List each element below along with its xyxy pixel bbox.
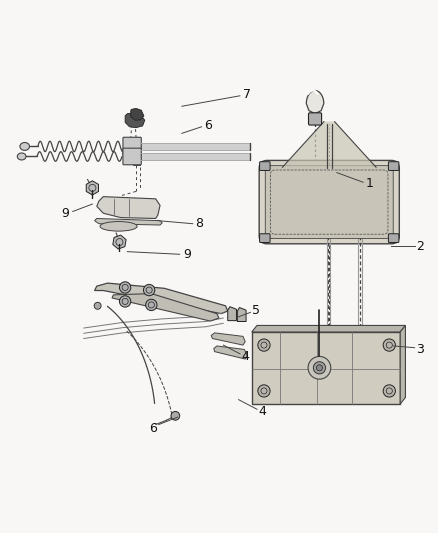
Circle shape bbox=[308, 357, 331, 379]
Circle shape bbox=[258, 339, 270, 351]
Polygon shape bbox=[131, 108, 144, 120]
Ellipse shape bbox=[17, 153, 26, 160]
Polygon shape bbox=[306, 91, 324, 114]
FancyBboxPatch shape bbox=[308, 113, 321, 125]
Polygon shape bbox=[228, 306, 237, 321]
Circle shape bbox=[171, 411, 180, 420]
Polygon shape bbox=[125, 113, 145, 128]
Polygon shape bbox=[95, 283, 228, 313]
Polygon shape bbox=[86, 181, 99, 195]
Circle shape bbox=[313, 362, 325, 374]
Text: 7: 7 bbox=[244, 87, 251, 101]
Polygon shape bbox=[283, 122, 376, 167]
Circle shape bbox=[258, 385, 270, 397]
Circle shape bbox=[94, 302, 101, 309]
FancyBboxPatch shape bbox=[389, 161, 399, 171]
FancyBboxPatch shape bbox=[389, 234, 399, 243]
Polygon shape bbox=[237, 308, 246, 321]
Polygon shape bbox=[133, 137, 140, 165]
Polygon shape bbox=[141, 153, 250, 160]
Polygon shape bbox=[95, 219, 162, 225]
Polygon shape bbox=[252, 332, 400, 404]
Polygon shape bbox=[141, 142, 250, 150]
Polygon shape bbox=[211, 333, 245, 345]
FancyBboxPatch shape bbox=[265, 166, 393, 239]
Polygon shape bbox=[113, 235, 126, 249]
Ellipse shape bbox=[100, 222, 137, 231]
Circle shape bbox=[383, 385, 396, 397]
Polygon shape bbox=[400, 326, 406, 404]
Circle shape bbox=[383, 339, 396, 351]
Polygon shape bbox=[97, 197, 160, 219]
Text: 5: 5 bbox=[252, 304, 260, 317]
Text: 6: 6 bbox=[149, 422, 157, 434]
FancyBboxPatch shape bbox=[123, 138, 141, 156]
Ellipse shape bbox=[20, 142, 29, 150]
Circle shape bbox=[316, 365, 322, 371]
Circle shape bbox=[120, 296, 131, 307]
Text: 9: 9 bbox=[61, 207, 69, 220]
Text: 4: 4 bbox=[241, 350, 249, 362]
Text: 8: 8 bbox=[195, 217, 203, 230]
Polygon shape bbox=[252, 326, 406, 332]
Polygon shape bbox=[214, 346, 247, 359]
FancyBboxPatch shape bbox=[260, 234, 270, 243]
Text: 2: 2 bbox=[416, 240, 424, 253]
Circle shape bbox=[146, 299, 157, 311]
Circle shape bbox=[144, 285, 155, 296]
Text: 1: 1 bbox=[366, 177, 374, 190]
Text: 9: 9 bbox=[183, 248, 191, 261]
Text: 6: 6 bbox=[204, 119, 212, 132]
FancyBboxPatch shape bbox=[123, 148, 141, 165]
Text: 3: 3 bbox=[416, 343, 424, 356]
FancyBboxPatch shape bbox=[259, 160, 399, 244]
Text: 4: 4 bbox=[259, 405, 267, 418]
FancyBboxPatch shape bbox=[260, 161, 270, 171]
Polygon shape bbox=[112, 294, 219, 321]
Circle shape bbox=[120, 282, 131, 293]
